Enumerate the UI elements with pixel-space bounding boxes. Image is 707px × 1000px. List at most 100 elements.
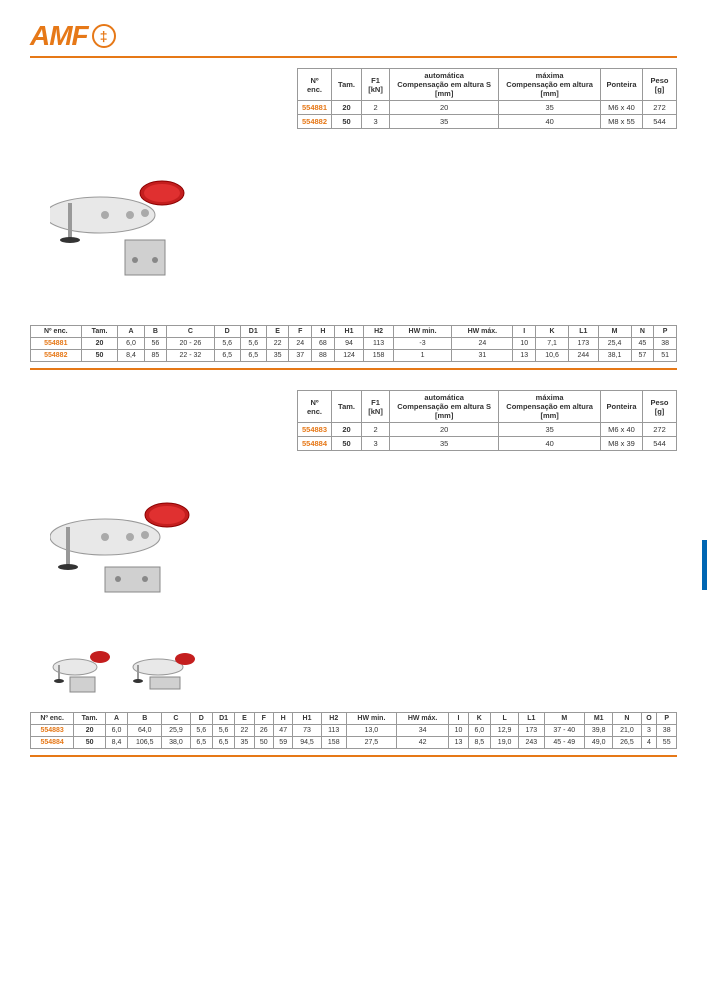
logo-icon: ‡ [92, 24, 116, 48]
clamp-thumb-1 [50, 647, 120, 697]
table-header: C [162, 713, 190, 725]
clamp-illustration-1 [50, 165, 210, 285]
table-cell: 554883 [298, 423, 332, 437]
table-cell: 244 [569, 350, 599, 362]
table-cell: 45 - 49 [544, 737, 585, 749]
table-cell: 22 - 32 [167, 350, 214, 362]
table-cell: 243 [519, 737, 544, 749]
table-cell: 554881 [31, 338, 82, 350]
table-cell: 10 [513, 338, 536, 350]
table-header: C [167, 326, 214, 338]
table-cell: 35 [390, 437, 499, 451]
table-cell: 35 [235, 737, 254, 749]
table-header: Nº enc. [31, 326, 82, 338]
table-header: K [536, 326, 569, 338]
table-cell: 55 [657, 737, 677, 749]
table-cell: 40 [499, 115, 601, 129]
table-cell: 12,9 [491, 725, 519, 737]
table-header: N [613, 713, 641, 725]
table-cell: 51 [654, 350, 677, 362]
table-header: H1 [293, 713, 321, 725]
clamp-thumb-2 [130, 647, 200, 697]
table-header: I [513, 326, 536, 338]
clamp-illustration-2 [50, 487, 210, 607]
table-cell: 6,5 [214, 350, 240, 362]
table-header: O [641, 713, 657, 725]
table-cell: 26,5 [613, 737, 641, 749]
table-cell: 3 [362, 115, 390, 129]
section-1: Nº enc.Tam.F1[kN]automáticaCompensação e… [30, 68, 677, 370]
table-header: F1[kN] [362, 391, 390, 423]
divider [30, 755, 677, 757]
product-image-2 [50, 467, 210, 627]
table-cell: 20 [332, 101, 362, 115]
table-header: I [449, 713, 468, 725]
table-header: M1 [585, 713, 613, 725]
table-header: Tam. [332, 391, 362, 423]
table-cell: 88 [312, 350, 335, 362]
small-images [50, 647, 677, 697]
table-header: M [598, 326, 631, 338]
table-cell: 24 [289, 338, 312, 350]
table-header: P [657, 713, 677, 725]
table-header: P [654, 326, 677, 338]
table-header: D1 [240, 326, 266, 338]
table-cell: 50 [81, 350, 118, 362]
table-cell: 38,1 [598, 350, 631, 362]
table-cell: 5,6 [190, 725, 212, 737]
table-cell: 27,5 [346, 737, 396, 749]
table-cell: 124 [334, 350, 364, 362]
table-row: 5548812022035M6 x 40272 [298, 101, 677, 115]
table-cell: 19,0 [491, 737, 519, 749]
table-header: N [631, 326, 654, 338]
table-cell: 20 [390, 101, 499, 115]
table-cell: 544 [643, 437, 677, 451]
table-row: 554884508,4106,538,06,56,535505994,51582… [31, 737, 677, 749]
table-cell: 50 [74, 737, 106, 749]
table-header: HW máx. [452, 326, 513, 338]
table-header: A [118, 326, 144, 338]
table-header: L1 [519, 713, 544, 725]
table-cell: 50 [332, 437, 362, 451]
table-header: H [274, 713, 293, 725]
table-cell: 2 [362, 423, 390, 437]
table-cell: 272 [643, 423, 677, 437]
table-cell: 20 [81, 338, 118, 350]
table-cell: 35 [266, 350, 289, 362]
logo-text: AMF [30, 20, 88, 52]
table-cell: 10 [449, 725, 468, 737]
table-cell: 554883 [31, 725, 74, 737]
table-cell: 20 - 26 [167, 338, 214, 350]
table-cell: 554882 [31, 350, 82, 362]
table-header: E [266, 326, 289, 338]
table-1: Nº enc.Tam.F1[kN]automáticaCompensação e… [297, 68, 677, 129]
logo: AMF ‡ [30, 20, 677, 52]
table-cell: 49,0 [585, 737, 613, 749]
table-cell: 554884 [298, 437, 332, 451]
table-cell: 6,0 [118, 338, 144, 350]
table-cell: 8,4 [118, 350, 144, 362]
table-cell: 113 [364, 338, 394, 350]
table-header: HW min. [346, 713, 396, 725]
table-cell: 10,6 [536, 350, 569, 362]
table-cell: 6,5 [212, 737, 234, 749]
table-2: Nº enc.Tam.ABCDD1EFHH1H2HW min.HW máx.IK… [30, 325, 677, 362]
table-cell: 22 [235, 725, 254, 737]
table-cell: 554884 [31, 737, 74, 749]
table-cell: 34 [396, 725, 448, 737]
table-cell: 554881 [298, 101, 332, 115]
table-cell: 5,6 [212, 725, 234, 737]
table-cell: M6 x 40 [601, 423, 643, 437]
table-header: automáticaCompensação em altura S[mm] [390, 391, 499, 423]
table-header: L1 [569, 326, 599, 338]
table-header: Peso[g] [643, 69, 677, 101]
table-header: Nº enc. [298, 69, 332, 101]
table-cell: 35 [499, 101, 601, 115]
table-cell: 35 [499, 423, 601, 437]
table-cell: 554882 [298, 115, 332, 129]
table-cell: 85 [144, 350, 167, 362]
table-cell: 22 [266, 338, 289, 350]
table-cell: 13 [449, 737, 468, 749]
table-row: 5548825033540M8 x 55544 [298, 115, 677, 129]
table-cell: 106,5 [128, 737, 162, 749]
